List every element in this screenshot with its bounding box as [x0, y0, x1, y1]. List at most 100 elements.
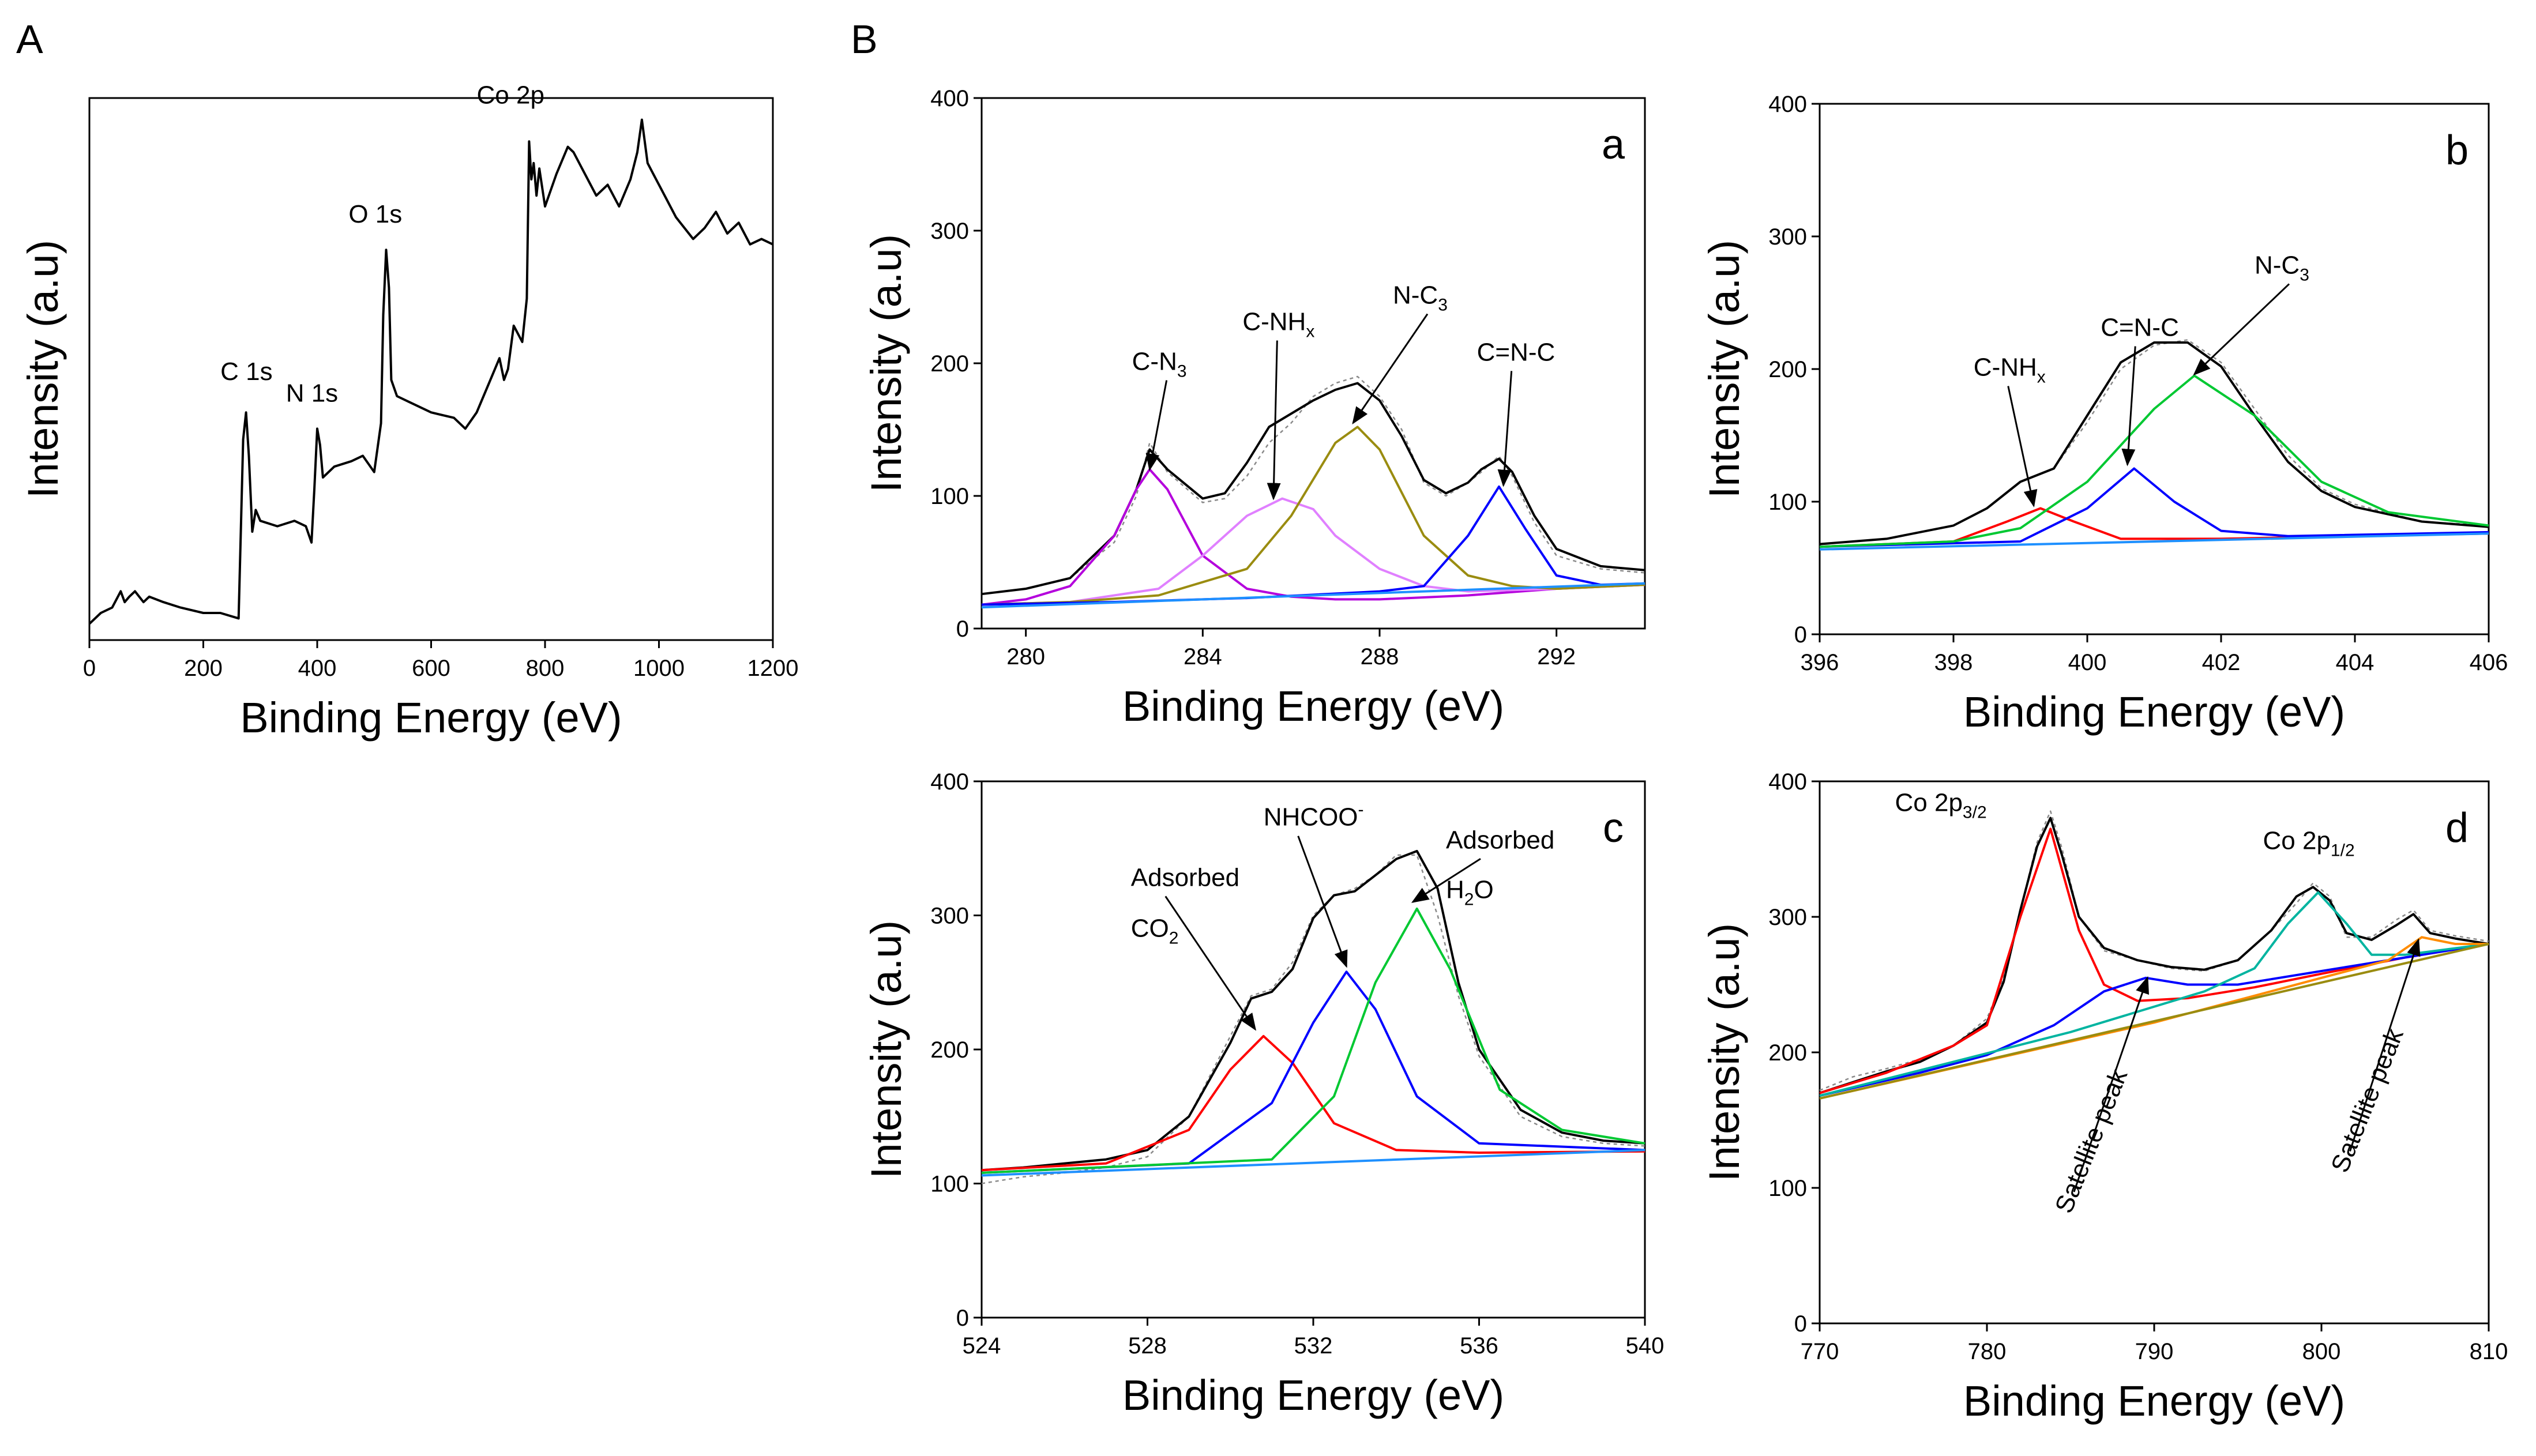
annotation-arrow	[1164, 896, 1257, 1031]
plot-frame	[980, 780, 1646, 1319]
series-Ba-4	[981, 426, 1645, 606]
series-Bb-4	[1819, 374, 2489, 548]
series-Bc-1	[981, 849, 1645, 1172]
annotation-arrow	[1411, 857, 1481, 903]
series-Bb-1	[1819, 341, 2489, 545]
panel-letter: a	[1602, 122, 1625, 168]
annotation-Bc-1: CO2	[1131, 915, 1179, 948]
series-Bb-3	[1819, 467, 2489, 548]
x-axis-title: Binding Energy (eV)	[1122, 682, 1504, 730]
annotation-A-3: Co 2p	[477, 81, 544, 109]
y-tick-label: 100	[1768, 490, 1807, 515]
series-Bc-5	[981, 1149, 1645, 1177]
y-tick-label: 300	[930, 219, 969, 244]
y-axis-title: Intensity (a.u)	[1700, 923, 1748, 1182]
panel-letter: d	[2445, 805, 2469, 851]
y-tick-label: 100	[930, 484, 969, 509]
y-tick-label: 400	[930, 769, 969, 795]
y-tick-label: 400	[930, 86, 969, 111]
series-Bd-1	[1819, 817, 2489, 1094]
x-axis-title: Binding Energy (eV)	[240, 694, 622, 742]
annotation-arrow	[1145, 380, 1168, 471]
annotation-arrow	[1297, 836, 1348, 968]
x-tick-label: 540	[1626, 1333, 1665, 1359]
annotation-arrow	[1352, 313, 1429, 424]
panel-letter: b	[2445, 127, 2469, 174]
x-tick-label: 406	[2470, 650, 2508, 675]
annotation-A-0: C 1s	[220, 358, 272, 386]
x-tick-label: 0	[83, 656, 96, 681]
y-tick-label: 300	[1768, 905, 1807, 930]
y-tick-label: 100	[930, 1172, 969, 1197]
annotation-Ba-2: N-C3	[1393, 281, 1448, 315]
x-tick-label: 600	[412, 656, 450, 681]
chart-A: 0 200 400 600 800 1000 1200 Binding Energy (eV)…	[19, 81, 798, 742]
annotation-arrow	[2349, 938, 2421, 1152]
annotation-Bb-1: C=N-C	[2101, 314, 2179, 342]
series-Bc-0	[981, 854, 1645, 1184]
annotation-Ba-0: C-N3	[1132, 348, 1187, 381]
annotation-arrow	[1497, 371, 1513, 487]
y-tick-label: 200	[1768, 1040, 1807, 1066]
x-tick-label: 532	[1294, 1333, 1333, 1359]
series-Ba-3	[981, 497, 1645, 606]
y-tick-label: 200	[930, 1037, 969, 1063]
annotation-arrow	[2193, 283, 2290, 376]
x-tick-label: 284	[1184, 644, 1222, 669]
series-Bd-2	[1819, 827, 2489, 1094]
plot-frame	[88, 97, 774, 641]
y-tick-label: 0	[1794, 1311, 1807, 1337]
x-tick-label: 400	[298, 656, 337, 681]
y-tick-label: 200	[930, 351, 969, 377]
x-tick-label: 396	[1801, 650, 1839, 675]
x-tick-label: 1000	[633, 656, 685, 681]
y-axis-title: Intensity (a.u)	[862, 920, 910, 1179]
annotation-Bc-3: Adsorbed	[1446, 826, 1554, 854]
series-Bb-2	[1819, 507, 2489, 548]
series-Ba-1	[981, 382, 1645, 596]
chart-Bc: 524 528 532 536 540 0 100 200 300 400 Binding Ener…	[862, 769, 1664, 1419]
annotation-Bd-0: Co 2p3/2	[1895, 789, 1987, 822]
x-tick-label: 780	[1968, 1339, 2007, 1364]
y-tick-label: 300	[1768, 224, 1807, 250]
series-Bc-3	[981, 970, 1645, 1174]
series-Ba-6	[981, 582, 1645, 609]
x-axis-title: Binding Energy (eV)	[1963, 688, 2345, 736]
annotation-arrow	[1267, 340, 1281, 501]
annotation-arrow	[2121, 346, 2136, 466]
y-tick-label: 400	[1768, 769, 1807, 795]
x-tick-label: 536	[1460, 1333, 1498, 1359]
series-Bb-5	[1819, 532, 2489, 551]
series-A-0	[88, 118, 773, 625]
annotation-A-1: N 1s	[286, 379, 338, 407]
annotation-A-2: O 1s	[348, 200, 402, 228]
chart-Bd: 770 780 790 800 810 0 100 200 300 400 Binding Ener…	[1700, 769, 2508, 1425]
y-axis-title: Intensity (a.u)	[1700, 240, 1748, 498]
annotation-Bb-2: N-C3	[2255, 251, 2309, 284]
annotation-Ba-1: C-NHx	[1242, 308, 1314, 341]
x-tick-label: 292	[1537, 644, 1576, 669]
x-tick-label: 524	[963, 1333, 1001, 1359]
annotation-Bd-3: Satellite peak	[2325, 1024, 2409, 1176]
y-tick-label: 400	[1768, 92, 1807, 117]
x-tick-label: 1200	[747, 656, 799, 681]
y-tick-label: 100	[1768, 1176, 1807, 1201]
x-tick-label: 404	[2336, 650, 2375, 675]
series-Ba-0	[981, 375, 1645, 595]
x-tick-label: 800	[526, 656, 565, 681]
panel-letter: c	[1603, 805, 1624, 851]
plot-frame	[1819, 103, 2490, 635]
x-tick-label: 288	[1361, 644, 1399, 669]
annotation-Bc-4: H2O	[1446, 875, 1494, 909]
y-axis-title: Intensity (a.u)	[19, 240, 67, 498]
x-tick-label: 400	[2068, 650, 2107, 675]
annotation-arrow	[2007, 386, 2038, 507]
y-tick-label: 0	[956, 616, 969, 642]
annotation-arrow	[2073, 976, 2149, 1192]
y-tick-label: 300	[930, 904, 969, 929]
x-tick-label: 402	[2202, 650, 2241, 675]
series-Ba-2	[981, 468, 1645, 606]
chart-Bb: 396 398 400 402 404 406 0 100 200 300 400 Binding E…	[1700, 92, 2508, 736]
series-Bd-4	[1819, 891, 2489, 1097]
